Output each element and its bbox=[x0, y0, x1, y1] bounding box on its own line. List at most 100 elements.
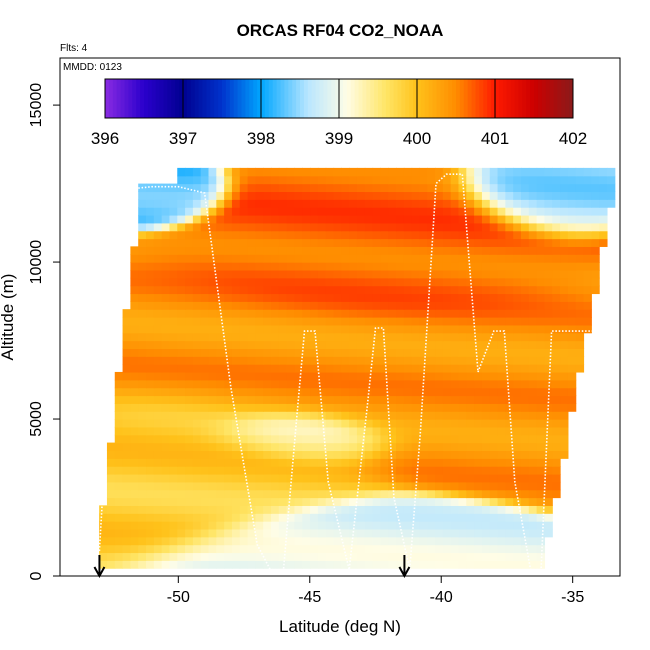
heatmap-cell bbox=[310, 387, 319, 397]
heatmap-cell bbox=[146, 199, 155, 208]
heatmap-cell bbox=[177, 277, 186, 287]
colorbar-segment bbox=[179, 79, 184, 118]
heatmap-cell bbox=[341, 214, 350, 224]
heatmap-cell bbox=[192, 411, 202, 420]
heatmap-cell bbox=[356, 536, 366, 546]
heatmap-cell bbox=[552, 324, 561, 334]
heatmap-cell bbox=[224, 513, 233, 522]
heatmap-cell bbox=[208, 285, 217, 295]
heatmap-cell bbox=[247, 403, 256, 412]
heatmap-cell bbox=[341, 269, 350, 279]
heatmap-cell bbox=[536, 489, 546, 499]
heatmap-cell bbox=[192, 175, 202, 185]
heatmap-cell bbox=[224, 458, 233, 467]
heatmap-cell bbox=[200, 356, 210, 365]
heatmap-cell bbox=[231, 246, 241, 255]
heatmap-cell bbox=[302, 473, 311, 483]
heatmap-cell bbox=[419, 458, 428, 467]
heatmap-cell bbox=[263, 528, 272, 538]
heatmap-cell bbox=[192, 481, 202, 491]
heatmap-cell bbox=[317, 254, 327, 263]
heatmap-cell bbox=[169, 222, 178, 232]
heatmap-cell bbox=[263, 505, 272, 514]
heatmap-cell bbox=[388, 481, 397, 491]
heatmap-cell bbox=[435, 458, 444, 467]
heatmap-cell bbox=[505, 442, 514, 452]
heatmap-cell bbox=[216, 238, 225, 247]
heatmap-cell bbox=[224, 552, 233, 561]
heatmap-cell bbox=[567, 332, 577, 342]
heatmap-cell bbox=[192, 167, 202, 177]
heatmap-cell bbox=[481, 442, 491, 452]
heatmap-cell bbox=[106, 521, 116, 530]
heatmap-cell bbox=[388, 222, 397, 232]
heatmap-cell bbox=[106, 513, 116, 522]
heatmap-cell bbox=[450, 560, 460, 569]
heatmap-cell bbox=[442, 277, 452, 287]
heatmap-cell bbox=[419, 254, 428, 263]
heatmap-cell bbox=[169, 419, 178, 428]
heatmap-cell bbox=[263, 434, 272, 444]
heatmap-cell bbox=[497, 348, 506, 357]
heatmap-cell bbox=[333, 348, 342, 357]
heatmap-cell bbox=[349, 395, 358, 404]
heatmap-cell bbox=[466, 309, 475, 318]
heatmap-cell bbox=[583, 199, 592, 208]
heatmap-cell bbox=[231, 419, 241, 428]
heatmap-cell bbox=[505, 199, 514, 208]
heatmap-cell bbox=[286, 560, 296, 569]
heatmap-cell bbox=[349, 426, 358, 436]
heatmap-cell bbox=[333, 238, 342, 247]
heatmap-cell bbox=[231, 285, 241, 295]
heatmap-cell bbox=[536, 481, 546, 491]
heatmap-cell bbox=[341, 458, 350, 467]
heatmap-cell bbox=[286, 340, 296, 349]
heatmap-cell bbox=[380, 505, 389, 514]
heatmap-cell bbox=[442, 489, 452, 499]
heatmap-cell bbox=[521, 348, 530, 357]
heatmap-cell bbox=[263, 207, 272, 216]
heatmap-cell bbox=[466, 466, 475, 475]
heatmap-cell bbox=[224, 199, 233, 208]
heatmap-cell bbox=[271, 199, 280, 208]
heatmap-cell bbox=[200, 167, 210, 177]
heatmap-cell bbox=[536, 419, 546, 428]
heatmap-cell bbox=[419, 505, 428, 514]
heatmap-cell bbox=[271, 332, 280, 342]
heatmap-cell bbox=[294, 489, 303, 499]
heatmap-cell bbox=[458, 434, 467, 444]
heatmap-cell bbox=[192, 387, 202, 397]
heatmap-cell bbox=[208, 513, 217, 522]
heatmap-cell bbox=[489, 481, 499, 491]
heatmap-cell bbox=[247, 450, 256, 459]
heatmap-cell bbox=[505, 175, 514, 185]
heatmap-cell bbox=[317, 544, 327, 554]
heatmap-cell bbox=[286, 254, 296, 263]
heatmap-cell bbox=[247, 262, 256, 271]
heatmap-cell bbox=[185, 395, 194, 404]
x-tick-label: -40 bbox=[430, 589, 453, 606]
heatmap-cell bbox=[442, 340, 452, 349]
heatmap-cell bbox=[552, 348, 561, 357]
heatmap-cell bbox=[122, 513, 131, 522]
heatmap-cell bbox=[239, 481, 249, 491]
heatmap-cell bbox=[231, 222, 241, 232]
heatmap-cell bbox=[356, 513, 366, 522]
heatmap-cell bbox=[567, 371, 577, 381]
heatmap-cell bbox=[349, 183, 358, 193]
heatmap-cell bbox=[200, 544, 210, 554]
heatmap-cell bbox=[521, 238, 530, 247]
heatmap-cell bbox=[380, 458, 389, 467]
heatmap-cell bbox=[481, 214, 491, 224]
heatmap-cell bbox=[528, 309, 538, 318]
heatmap-cell bbox=[224, 309, 233, 318]
heatmap-cell bbox=[122, 521, 131, 530]
heatmap-cell bbox=[310, 332, 319, 342]
colorbar-segment bbox=[502, 79, 508, 118]
heatmap-cell bbox=[185, 293, 194, 302]
heatmap-cell bbox=[294, 293, 303, 302]
heatmap-cell bbox=[560, 254, 569, 263]
heatmap-cell bbox=[208, 356, 217, 365]
heatmap-cell bbox=[505, 230, 514, 240]
heatmap-cell bbox=[138, 199, 147, 208]
